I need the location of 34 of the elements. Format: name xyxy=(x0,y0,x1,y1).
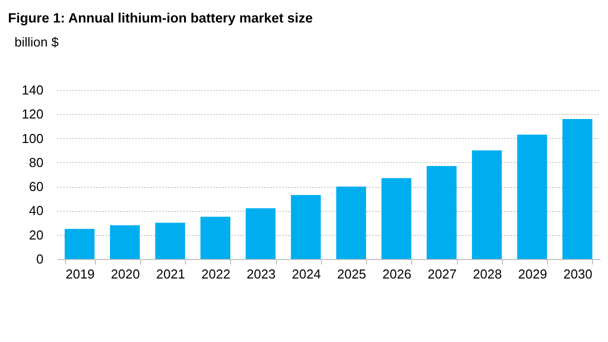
x-tick-label: 2027 xyxy=(428,266,457,282)
bar xyxy=(200,216,230,259)
y-tick-label: 80 xyxy=(29,154,44,170)
x-tick-label: 2021 xyxy=(156,266,186,282)
bar xyxy=(426,166,457,259)
y-tick-label: 40 xyxy=(29,203,44,218)
x-tick-label: 2020 xyxy=(110,266,140,282)
x-tick-label: 2030 xyxy=(563,266,592,282)
bar xyxy=(110,225,140,259)
bar xyxy=(472,150,502,259)
x-tick-label: 2024 xyxy=(292,266,321,282)
y-tick-label: 0 xyxy=(36,252,44,266)
x-tick-label: 2025 xyxy=(337,266,366,282)
bar xyxy=(381,178,412,259)
x-tick-label: 2019 xyxy=(66,266,95,282)
bar xyxy=(64,228,95,259)
bar xyxy=(290,195,321,259)
x-tick-label: 2023 xyxy=(246,266,276,282)
bar xyxy=(517,134,548,259)
bar xyxy=(336,186,366,259)
bar xyxy=(246,208,276,259)
y-tick-label: 100 xyxy=(22,130,44,146)
bar xyxy=(155,222,186,259)
y-tick-label: 60 xyxy=(29,179,44,194)
y-tick-label: 120 xyxy=(22,106,44,122)
y-axis-title: billion $ xyxy=(14,34,60,50)
x-tick-label: 2028 xyxy=(472,266,502,282)
y-tick-label: 140 xyxy=(22,82,44,98)
x-tick-label: 2029 xyxy=(518,266,548,282)
y-tick-label: 20 xyxy=(29,227,44,242)
x-tick-label: 2022 xyxy=(201,266,230,282)
x-tick-label: 2026 xyxy=(382,266,412,282)
chart-title: Figure 1: Annual lithium-ion battery market size xyxy=(8,10,314,26)
bar xyxy=(562,118,592,259)
